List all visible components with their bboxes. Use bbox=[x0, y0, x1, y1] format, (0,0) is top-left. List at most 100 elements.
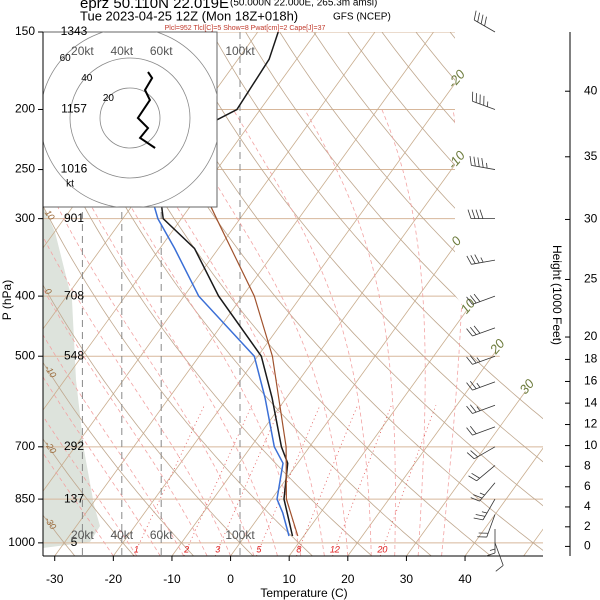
isotherm-label: 30 bbox=[516, 376, 537, 397]
height-label: 292 bbox=[64, 439, 84, 453]
y-tick-label: 300 bbox=[15, 211, 35, 225]
x-axis-label: Temperature (C) bbox=[260, 586, 347, 600]
speed-label: 20kt bbox=[71, 528, 94, 542]
wind-barb bbox=[466, 426, 496, 436]
isotherm-label: -20 bbox=[444, 66, 468, 91]
y2-tick-label: 10 bbox=[584, 438, 598, 452]
hodograph-line bbox=[136, 71, 156, 149]
moist-adiabat bbox=[441, 109, 464, 556]
mixing-ratio-label: 20 bbox=[376, 544, 387, 554]
mixing-ratio-label: 1 bbox=[134, 544, 139, 554]
wind-barb bbox=[494, 542, 504, 572]
moist-adiabat bbox=[304, 109, 396, 556]
wind-barb bbox=[472, 91, 496, 110]
hodograph-unit: kt bbox=[66, 179, 74, 190]
y-tick-label: 150 bbox=[15, 24, 35, 38]
y-tick-label: 500 bbox=[15, 348, 35, 362]
hodograph-ring-label: 40 bbox=[81, 73, 93, 84]
hodograph-ring bbox=[69, 57, 191, 179]
isotherm bbox=[171, 32, 543, 556]
dry-adiabat bbox=[43, 32, 313, 556]
y2-tick-label: 16 bbox=[584, 374, 598, 388]
height-label: 137 bbox=[64, 491, 84, 505]
height-label: 1157 bbox=[61, 102, 87, 116]
dry-adiabat bbox=[43, 32, 373, 556]
moist-adiabat bbox=[79, 109, 302, 556]
wind-barb bbox=[467, 209, 495, 220]
parcel-info: Plcl=952 Tlcl[C]=5 Show=8 Pwat[cm]=2 Cap… bbox=[165, 25, 326, 32]
model: GFS (NCEP) bbox=[333, 12, 391, 23]
isotherm bbox=[582, 32, 600, 556]
diagram-background bbox=[43, 32, 600, 556]
mixing-ratio-line bbox=[379, 405, 437, 556]
hodograph-ring bbox=[99, 87, 161, 149]
dry-adiabat bbox=[381, 32, 543, 556]
mixing-ratio-label: 2 bbox=[183, 544, 189, 554]
wind-barb bbox=[485, 529, 496, 557]
hodograph-plot bbox=[43, 32, 217, 207]
moist-adiabat bbox=[44, 109, 278, 556]
dry-adiabat bbox=[43, 32, 135, 556]
isotherm-label: -10 bbox=[444, 147, 468, 172]
dry-adiabat bbox=[245, 32, 543, 556]
dry-adiabat bbox=[449, 32, 543, 556]
moist-adiabat bbox=[121, 109, 325, 556]
wind-barb bbox=[477, 514, 496, 538]
y2-tick-label: 20 bbox=[584, 329, 598, 343]
mixing-ratio-line bbox=[296, 405, 358, 556]
y2-tick-label: 25 bbox=[584, 272, 598, 286]
isotherm bbox=[406, 32, 543, 556]
x-tick-label: 40 bbox=[458, 572, 472, 586]
moist-adiabat bbox=[43, 109, 255, 556]
moist-adiabat bbox=[43, 109, 231, 556]
wind-barb bbox=[473, 498, 496, 521]
height-label: 708 bbox=[64, 288, 84, 302]
dry-adiabat bbox=[74, 32, 492, 556]
x-tick-label: -20 bbox=[105, 572, 123, 586]
mixing-ratio-label: 8 bbox=[296, 544, 301, 554]
moist-adiabat bbox=[381, 109, 426, 556]
speed-label: 100kt bbox=[225, 528, 255, 542]
moist-adiabat bbox=[232, 109, 372, 556]
y2-tick-label: 8 bbox=[584, 459, 591, 473]
height-label: 901 bbox=[64, 211, 84, 225]
dry-adiabat bbox=[211, 32, 543, 556]
dry-adiabat bbox=[279, 32, 543, 556]
theta-label: 0 bbox=[43, 286, 54, 296]
wind-barb bbox=[470, 482, 496, 502]
mixing-ratio-label: 3 bbox=[215, 544, 220, 554]
wind-barb bbox=[466, 293, 496, 305]
theta-label: 10 bbox=[43, 208, 57, 222]
moist-adiabat bbox=[43, 109, 208, 556]
wind-barb bbox=[466, 381, 496, 391]
speed-label: 20kt bbox=[71, 44, 94, 58]
dry-adiabat bbox=[108, 32, 543, 556]
dry-adiabat bbox=[43, 32, 194, 556]
x-tick-label: 30 bbox=[400, 572, 414, 586]
y-tick-label: 850 bbox=[15, 491, 35, 505]
x-tick-label: 10 bbox=[283, 572, 297, 586]
wind-barb bbox=[466, 446, 496, 460]
wind-barb bbox=[468, 465, 496, 482]
y2-tick-label: 14 bbox=[584, 395, 598, 409]
y-tick-label: 200 bbox=[15, 102, 35, 116]
y2-tick-label: 18 bbox=[584, 352, 598, 366]
height-label: 5 bbox=[71, 535, 78, 549]
y2-tick-label: 35 bbox=[584, 149, 598, 163]
isotherm bbox=[113, 32, 493, 556]
isotherm bbox=[464, 32, 543, 556]
speed-label: 60kt bbox=[150, 44, 173, 58]
y-tick-label: 1000 bbox=[8, 535, 35, 549]
y2-tick-label: 4 bbox=[584, 499, 591, 513]
x-tick-label: -10 bbox=[163, 572, 181, 586]
dry-adiabat bbox=[143, 32, 543, 556]
y-tick-label: 400 bbox=[15, 288, 35, 302]
y2-tick-label: 30 bbox=[584, 212, 598, 226]
mixing-ratio-label: 12 bbox=[330, 544, 340, 554]
wind-barb bbox=[466, 325, 496, 337]
moist-adiabat bbox=[172, 109, 349, 556]
isotherm bbox=[43, 32, 376, 556]
wind-barb bbox=[469, 155, 496, 170]
